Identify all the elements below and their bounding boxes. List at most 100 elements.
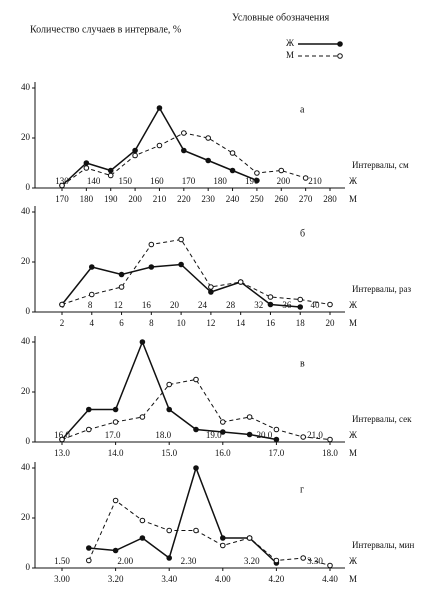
x-tick-label: 4 [90, 318, 95, 328]
data-point [327, 436, 333, 443]
x-axis-label: Интервалы, мин [352, 540, 414, 550]
data-point [112, 406, 119, 413]
row-marker-m: М [349, 318, 357, 328]
x-tick-label-f: 130 [55, 176, 69, 186]
panel-letter: б [300, 228, 305, 239]
data-point [86, 545, 92, 551]
data-point [86, 557, 92, 564]
data-point [220, 542, 226, 549]
y-tick-label: 0 [26, 562, 31, 572]
x-axis-label: Интервалы, сек [352, 414, 412, 424]
x-tick-label: 16 [266, 318, 276, 328]
x-tick-label: 12 [206, 318, 215, 328]
data-point [237, 279, 244, 285]
x-tick-label-f: 40 [311, 300, 321, 310]
x-tick-label: 14 [236, 318, 246, 328]
data-point [220, 419, 226, 425]
data-point [267, 294, 274, 300]
y-tick-label: 20 [21, 132, 31, 142]
data-point [59, 301, 65, 308]
data-point [59, 436, 65, 443]
data-point [107, 167, 114, 174]
data-point [205, 157, 211, 164]
x-tick-label-f: 18.0 [155, 430, 171, 440]
panel-letter: г [300, 484, 304, 495]
data-point [139, 339, 146, 345]
row-marker-f: Ж [349, 300, 358, 310]
data-point [229, 167, 236, 174]
x-tick-label-f: 21.0 [307, 430, 323, 440]
data-point [166, 527, 172, 534]
x-tick-label-f: 2.30 [181, 556, 197, 566]
x-tick-label-f: 19.0 [206, 430, 222, 440]
data-point [88, 264, 95, 270]
x-tick-label: 15.0 [161, 448, 177, 458]
x-tick-label: 250 [250, 194, 264, 204]
data-point [107, 172, 114, 179]
data-point [300, 555, 307, 561]
x-tick-label: 260 [275, 194, 289, 204]
y-tick-label: 20 [21, 256, 31, 266]
data-point [112, 419, 119, 425]
x-tick-label-f: 150 [119, 176, 133, 186]
data-point [208, 289, 214, 295]
x-tick-label: 16.0 [215, 448, 231, 458]
data-point [254, 170, 260, 176]
y-tick-label: 40 [21, 336, 31, 346]
data-point [193, 465, 199, 471]
y-tick-label: 40 [21, 462, 31, 472]
x-tick-label-f: 16.0 [54, 430, 70, 440]
data-point [139, 535, 146, 541]
data-point [139, 414, 146, 420]
x-tick-label-f: 8 [88, 300, 93, 310]
data-point [148, 241, 155, 248]
x-tick-label: 10 [177, 318, 187, 328]
x-tick-label-f: 16 [142, 300, 152, 310]
data-point [208, 284, 214, 290]
chart-title: Количество случаев в интервале, % [30, 24, 181, 35]
row-marker-f: Ж [349, 176, 358, 186]
x-tick-label-f: 32 [254, 300, 263, 310]
x-tick-label-f: 190 [245, 176, 259, 186]
x-tick-label: 4.00 [215, 574, 231, 584]
y-tick-label: 0 [26, 306, 31, 316]
y-tick-label: 0 [26, 182, 31, 192]
x-tick-label: 190 [104, 194, 118, 204]
data-point [118, 284, 125, 290]
data-point [193, 527, 199, 534]
x-tick-label: 210 [153, 194, 167, 204]
data-point [193, 376, 199, 383]
series-line [88, 499, 331, 566]
data-point [220, 535, 226, 541]
data-point [205, 135, 211, 141]
y-tick-label: 0 [26, 436, 31, 446]
x-tick-label-f: 160 [150, 176, 164, 186]
data-point [254, 177, 260, 184]
data-point [297, 304, 304, 310]
data-point [229, 150, 236, 156]
data-point [267, 301, 274, 308]
data-point [181, 147, 187, 154]
data-point [273, 557, 280, 564]
x-axis-label: Интервалы, раз [352, 284, 411, 294]
data-point [193, 426, 199, 433]
x-tick-label: 18.0 [322, 448, 338, 458]
data-point [118, 271, 125, 278]
row-marker-m: М [349, 574, 357, 584]
data-point [156, 142, 163, 149]
data-point [273, 436, 280, 443]
x-tick-label: 18 [296, 318, 306, 328]
x-axis-label: Интервалы, см [352, 160, 409, 170]
data-point [112, 547, 119, 554]
data-point [246, 535, 253, 541]
data-point [278, 167, 285, 174]
x-tick-label: 13.0 [54, 448, 70, 458]
x-tick-label-f: 3.20 [244, 556, 260, 566]
x-tick-label-f: 12 [114, 300, 123, 310]
data-point [112, 497, 119, 504]
legend-title: Условные обозначения [232, 12, 330, 23]
series-line [61, 339, 277, 441]
panel-letter: в [300, 358, 305, 369]
x-tick-label: 270 [299, 194, 313, 204]
